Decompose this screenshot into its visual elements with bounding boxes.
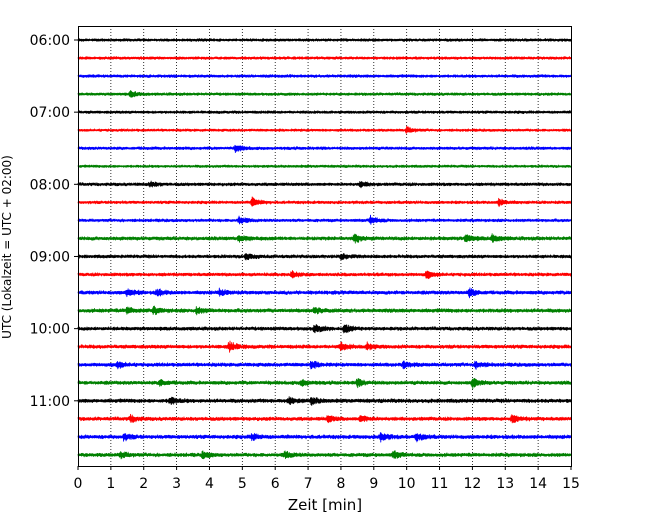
trace-0900 — [77, 253, 572, 261]
trace-1015 — [77, 340, 572, 353]
x-tick-label: 10 — [398, 476, 416, 492]
trace-0745 — [77, 164, 572, 169]
trace-0645 — [77, 90, 572, 98]
trace-0915 — [77, 270, 572, 280]
traces — [77, 38, 572, 460]
trace-0630 — [77, 74, 572, 79]
y-tick-label: 11:00 — [30, 394, 70, 410]
trace-1030 — [77, 360, 572, 370]
trace-0930 — [77, 287, 572, 299]
x-tick-label: 15 — [562, 476, 580, 492]
x-axis-label: Zeit [min] — [288, 496, 362, 514]
x-tick-label: 12 — [463, 476, 481, 492]
trace-1045 — [77, 377, 572, 390]
x-tick-label: 8 — [336, 476, 345, 492]
x-tick-label: 2 — [139, 476, 148, 492]
x-tick-label: 13 — [496, 476, 514, 492]
vertical-gridlines — [110, 26, 539, 466]
trace-0615 — [77, 56, 572, 60]
x-tick-label: 4 — [205, 476, 214, 492]
trace-1115 — [77, 413, 572, 424]
trace-0800 — [77, 180, 572, 189]
trace-0830 — [77, 214, 572, 225]
trace-0730 — [77, 144, 572, 154]
x-tick-label: 1 — [106, 476, 115, 492]
trace-0815 — [77, 196, 572, 208]
y-tick-label: 10:00 — [30, 322, 70, 338]
x-tick-label: 7 — [304, 476, 313, 492]
trace-0945 — [77, 305, 572, 316]
y-axis-ticks: 06:00 07:00 08:00 09:00 10:00 11:00 — [30, 33, 78, 410]
trace-0700 — [77, 110, 572, 115]
y-tick-label: 09:00 — [30, 249, 70, 265]
trace-1130 — [77, 432, 572, 443]
y-tick-label: 08:00 — [30, 177, 70, 193]
trace-0600 — [77, 38, 572, 42]
y-axis-label: UTC (Lokalzeit = UTC + 02:00) — [0, 155, 14, 339]
x-tick-label: 11 — [431, 476, 449, 492]
trace-1100 — [77, 396, 572, 406]
plot-frame — [78, 26, 572, 467]
y-tick-label: 07:00 — [30, 105, 70, 121]
trace-1000 — [77, 324, 572, 334]
x-axis-ticks: 0 1 2 3 4 5 6 7 8 9 10 11 12 13 14 15 — [74, 466, 580, 492]
trace-1145 — [77, 450, 572, 460]
x-tick-label: 0 — [74, 476, 83, 492]
trace-0845 — [77, 233, 572, 244]
x-tick-label: 14 — [529, 476, 547, 492]
x-tick-label: 3 — [172, 476, 181, 492]
trace-0715 — [77, 125, 572, 134]
x-tick-label: 6 — [271, 476, 280, 492]
y-tick-label: 06:00 — [30, 33, 70, 49]
x-tick-label: 5 — [238, 476, 247, 492]
x-tick-label: 9 — [369, 476, 378, 492]
